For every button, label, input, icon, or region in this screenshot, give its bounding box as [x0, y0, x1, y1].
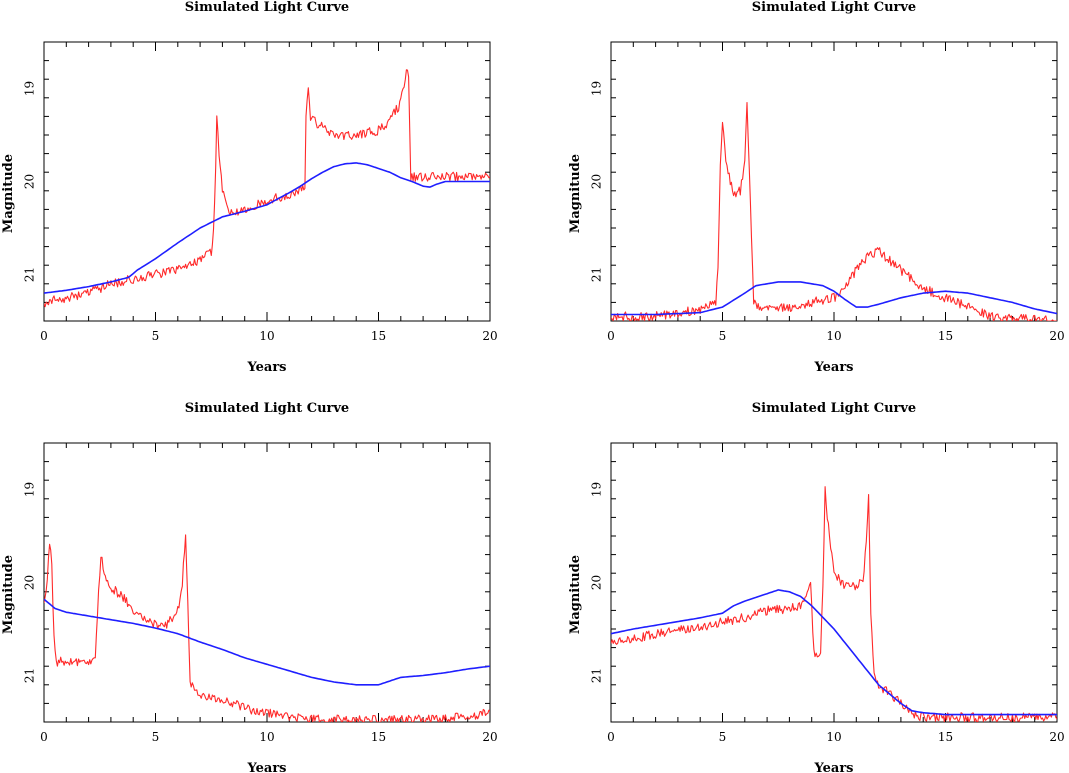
blue-curve-series-line: [611, 281, 1057, 316]
y-tick-label: 19: [590, 482, 604, 497]
x-tick-label: 5: [719, 329, 727, 343]
chart-title: Simulated Light Curve: [185, 0, 349, 15]
x-tick-label: 15: [371, 329, 386, 343]
y-tick-label: 21: [23, 668, 37, 683]
blue-curve-series-line: [611, 589, 1057, 716]
y-tick-label: 19: [590, 81, 604, 96]
y-tick-label: 20: [590, 174, 604, 189]
x-tick-label: 10: [826, 329, 841, 343]
x-tick-label: 10: [259, 730, 274, 744]
x-tick-label: 5: [719, 730, 727, 744]
x-tick-label: 0: [607, 730, 615, 744]
x-tick-label: 0: [40, 329, 48, 343]
y-axis-label: Magnitude: [1, 154, 16, 233]
x-tick-label: 0: [607, 329, 615, 343]
x-tick-label: 20: [482, 730, 497, 744]
x-tick-label: 20: [1049, 730, 1064, 744]
x-axis-label: Years: [246, 761, 286, 773]
red-curve-series-line: [611, 101, 1057, 321]
plot-frame: [610, 442, 1058, 723]
x-tick-label: 15: [371, 730, 386, 744]
y-axis-label: Magnitude: [568, 555, 583, 634]
x-tick-label: 10: [259, 329, 274, 343]
x-tick-label: 15: [938, 329, 953, 343]
chart-panel-2: 0 5 10 15 20 19 20 21 Simulated Light Curve Years…: [568, 0, 1065, 375]
y-tick-label: 19: [23, 81, 37, 96]
red-curve-series-line: [44, 534, 490, 722]
x-axis-label: Years: [246, 360, 286, 375]
x-axis-label: Years: [813, 761, 853, 773]
red-curve-series-line: [611, 486, 1057, 722]
x-tick-label: 10: [826, 730, 841, 744]
plot-frame: [43, 41, 491, 322]
x-tick-label: 5: [152, 730, 160, 744]
y-tick-label: 21: [590, 267, 604, 282]
x-tick-label: 0: [40, 730, 48, 744]
y-tick-label: 20: [23, 174, 37, 189]
chart-panel-3: 0 5 10 15 20 19 20 21 Simulated Light Curve Years…: [1, 401, 498, 773]
plot-frame: [43, 442, 491, 723]
x-tick-label: 5: [152, 329, 160, 343]
y-tick-label: 21: [590, 668, 604, 683]
chart-title: Simulated Light Curve: [185, 401, 349, 416]
blue-curve-series-line: [44, 162, 490, 294]
chart-title: Simulated Light Curve: [752, 0, 916, 15]
y-axis-label: Magnitude: [1, 555, 16, 634]
plot-frame: [610, 41, 1058, 322]
chart-panel-1: 0 5 10 15 20 19 20 21 Simulated Light Curve Years…: [1, 0, 498, 375]
x-axis-label: Years: [813, 360, 853, 375]
y-tick-label: 20: [23, 575, 37, 590]
x-tick-label: 15: [938, 730, 953, 744]
chart-title: Simulated Light Curve: [752, 401, 916, 416]
chart-panel-4: 0 5 10 15 20 19 20 21 Simulated Light Curve Years…: [568, 401, 1065, 773]
blue-curve-series-line: [44, 598, 490, 686]
y-axis-label: Magnitude: [568, 154, 583, 233]
y-tick-label: 19: [23, 482, 37, 497]
y-tick-label: 20: [590, 575, 604, 590]
red-curve-series-line: [44, 69, 490, 308]
y-tick-label: 21: [23, 267, 37, 282]
x-tick-label: 20: [482, 329, 497, 343]
x-tick-label: 20: [1049, 329, 1064, 343]
